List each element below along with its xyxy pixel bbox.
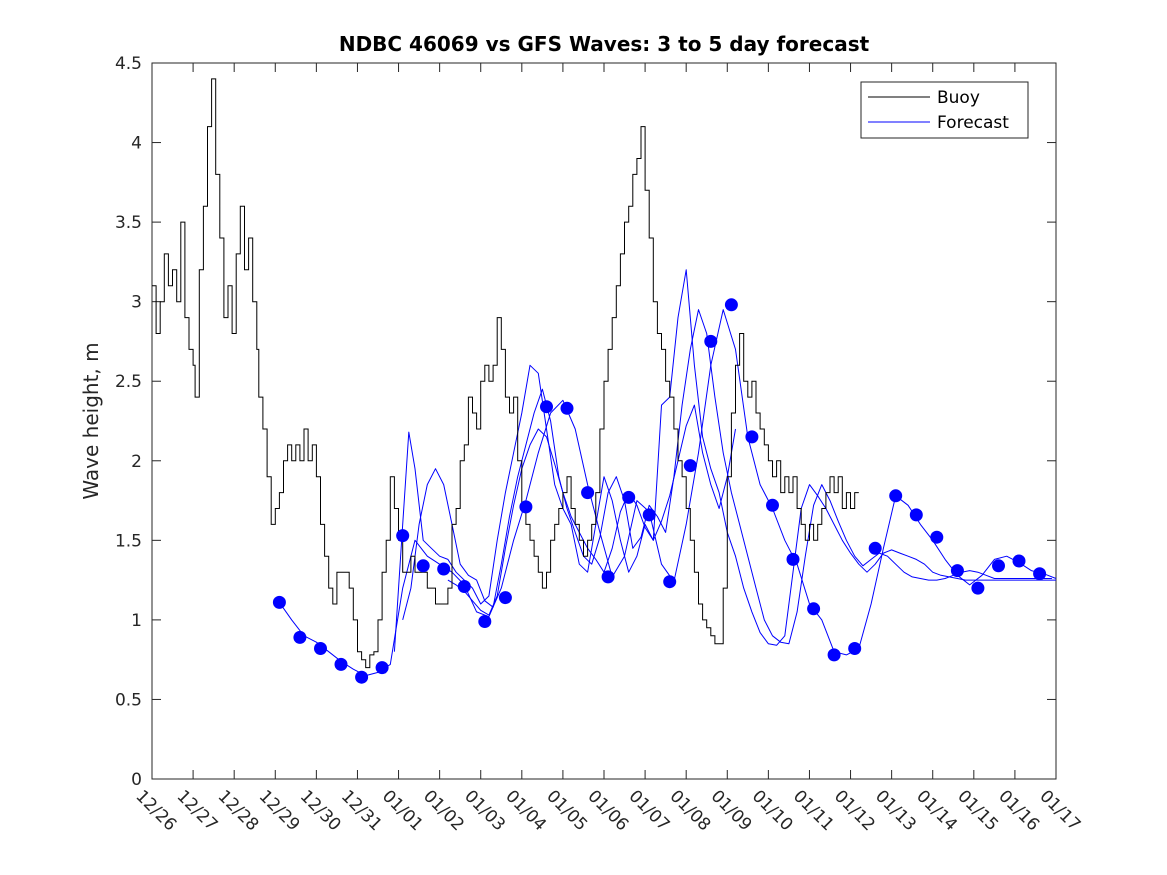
forecast-marker (622, 490, 636, 504)
forecast-marker (560, 401, 574, 415)
forecast-marker (704, 334, 718, 348)
y-tick-label: 3.5 (115, 213, 142, 233)
forecast-run-line (402, 309, 1052, 645)
forecast-marker (437, 562, 451, 576)
forecast-marker (683, 459, 697, 473)
forecast-marker (663, 575, 677, 589)
y-tick-label: 2.5 (115, 372, 142, 392)
forecast-marker (868, 541, 882, 555)
forecast-marker (807, 602, 821, 616)
forecast-marker (889, 489, 903, 503)
forecast-run-line (278, 309, 1057, 677)
forecast-marker (745, 430, 759, 444)
forecast-marker (519, 500, 533, 514)
forecast-marker (314, 642, 327, 655)
forecast-marker (724, 298, 738, 312)
forecast-marker (375, 661, 389, 675)
forecast-marker (498, 591, 512, 605)
forecast-marker (930, 530, 944, 544)
y-tick-label: 4 (131, 134, 142, 154)
forecast-run-line (393, 269, 1056, 652)
y-tick-label: 1 (131, 611, 142, 631)
y-tick-label: 0 (131, 770, 142, 790)
y-tick-label: 4.5 (115, 54, 142, 74)
forecast-marker (293, 630, 307, 644)
legend-forecast-label: Forecast (937, 113, 1009, 133)
y-tick-label: 3 (131, 293, 142, 313)
forecast-marker (971, 581, 985, 595)
forecast-marker (642, 508, 656, 522)
y-tick-label: 2 (131, 452, 142, 472)
forecast-marker (992, 559, 1005, 573)
forecast-marker (478, 615, 492, 628)
forecast-marker (601, 570, 615, 584)
forecast-marker (396, 529, 410, 543)
legend-box (860, 81, 1029, 139)
forecast-marker (827, 648, 841, 662)
forecast-marker (272, 595, 286, 609)
legend-buoy-label: Buoy (937, 88, 980, 108)
buoy-line (152, 78, 859, 669)
y-axis-label: Wave height, m (79, 342, 103, 499)
axes-frame (151, 62, 1057, 780)
forecast-marker (416, 559, 430, 573)
y-tick-label: 1.5 (115, 531, 142, 551)
forecast-marker (457, 580, 471, 593)
forecast-marker (848, 642, 862, 655)
chart-title: NDBC 46069 vs GFS Waves: 3 to 5 day fore… (339, 32, 870, 56)
legend: Buoy Forecast (860, 81, 1029, 139)
forecast-marker (334, 657, 348, 671)
forecast-marker (355, 670, 369, 684)
forecast-marker (766, 498, 779, 512)
y-tick-label: 0.5 (115, 690, 142, 710)
forecast-marker (1033, 567, 1047, 581)
forecast-marker (1012, 554, 1026, 568)
forecast-marker (786, 552, 800, 566)
forecast-marker (950, 564, 964, 578)
forecast-run-line (447, 404, 736, 616)
forecast-marker (540, 400, 553, 414)
series-layer (152, 78, 1057, 684)
forecast-marker (909, 508, 923, 522)
forecast-marker (581, 486, 595, 500)
